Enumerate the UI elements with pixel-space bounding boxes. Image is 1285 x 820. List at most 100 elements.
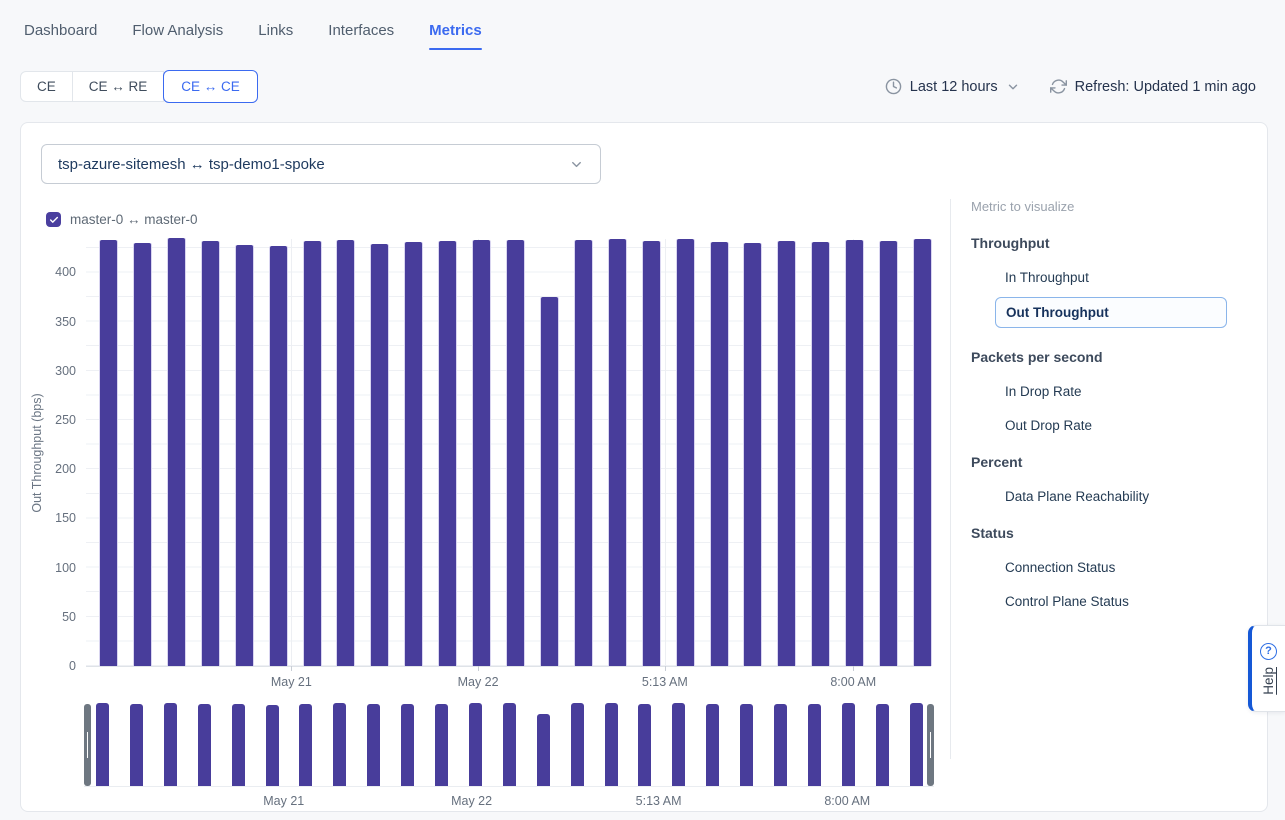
brush-bar bbox=[570, 703, 584, 786]
brush-bar bbox=[401, 703, 415, 786]
link-pair-select[interactable]: tsp-azure-sitemesh ↔ tsp-demo1-spoke bbox=[41, 144, 601, 184]
bar bbox=[676, 239, 694, 666]
bar bbox=[473, 240, 491, 666]
y-tick-label: 0 bbox=[69, 659, 76, 673]
bar bbox=[133, 242, 151, 666]
bar bbox=[201, 241, 219, 666]
metric-item-out-throughput[interactable]: Out Throughput bbox=[995, 297, 1227, 328]
brush-bar bbox=[163, 703, 177, 786]
x-tick-label: May 21 bbox=[270, 675, 312, 689]
chevron-down-icon bbox=[1006, 80, 1020, 94]
y-tick-label: 350 bbox=[55, 314, 76, 329]
brush-bar bbox=[197, 703, 211, 786]
brush-x-tick-label: 8:00 AM bbox=[824, 794, 871, 808]
x-tick-label: 5:13 AM bbox=[641, 675, 688, 689]
bar bbox=[778, 241, 796, 666]
brush-bar bbox=[299, 703, 313, 786]
checkbox-checked-icon[interactable] bbox=[46, 212, 61, 227]
metric-item-in-drop-rate[interactable]: In Drop Rate bbox=[1005, 384, 1082, 399]
brush-bar bbox=[231, 704, 245, 786]
brush-bar bbox=[468, 703, 482, 786]
bar bbox=[642, 241, 660, 666]
y-tick-label: 150 bbox=[55, 511, 76, 526]
y-tick-label: 50 bbox=[62, 609, 76, 624]
refresh-button[interactable]: Refresh: Updated 1 min ago bbox=[1049, 78, 1256, 95]
brush-bar bbox=[129, 704, 143, 786]
brush-bar bbox=[706, 703, 720, 786]
metric-panel-title: Metric to visualize bbox=[971, 199, 1075, 214]
help-label: Help bbox=[1261, 666, 1276, 695]
bar bbox=[235, 244, 253, 666]
metric-item-out-drop-rate[interactable]: Out Drop Rate bbox=[1005, 418, 1093, 433]
metric-group-percent: Percent bbox=[971, 454, 1023, 470]
brush-x-tick-label: May 21 bbox=[263, 794, 305, 808]
metric-item-connection-status[interactable]: Connection Status bbox=[1005, 560, 1116, 575]
bar bbox=[574, 240, 592, 666]
bar bbox=[608, 239, 626, 666]
metric-item-data-plane-reachability[interactable]: Data Plane Reachability bbox=[1005, 489, 1150, 504]
bar bbox=[744, 242, 762, 666]
vertical-gridline bbox=[664, 239, 666, 666]
y-tick-label: 100 bbox=[55, 560, 76, 575]
bar bbox=[507, 240, 525, 666]
brush-bar bbox=[638, 703, 652, 786]
brush-bar bbox=[807, 703, 821, 786]
bar bbox=[812, 241, 830, 666]
question-circle-icon bbox=[1260, 642, 1277, 660]
y-tick-label: 200 bbox=[55, 462, 76, 477]
bar bbox=[846, 240, 864, 666]
brush-bar bbox=[909, 703, 923, 786]
view-tab-ce-ce[interactable]: CE ↔ CE bbox=[163, 70, 258, 103]
refresh-icon bbox=[1049, 78, 1067, 95]
bar bbox=[405, 241, 423, 666]
y-axis-title: Out Throughput (bps) bbox=[30, 392, 44, 513]
x-tick-label: 8:00 AM bbox=[830, 675, 877, 689]
x-tick-mark bbox=[853, 666, 855, 671]
metric-group-packets-per-second: Packets per second bbox=[971, 349, 1103, 365]
x-tick-label: May 22 bbox=[457, 675, 499, 689]
bar bbox=[100, 240, 117, 666]
vertical-gridline bbox=[291, 239, 293, 666]
bar bbox=[914, 239, 932, 666]
brush-handle-left[interactable] bbox=[84, 704, 91, 786]
brush-bar bbox=[841, 703, 855, 786]
bar bbox=[303, 241, 321, 666]
series-legend-toggle[interactable]: master-0 ↔ master-0 bbox=[46, 212, 198, 227]
throughput-bar-chart: Out Throughput (bps) 0 50 100 150 200 250 300 3… bbox=[30, 238, 932, 689]
bar bbox=[167, 238, 185, 666]
brush-handle-right[interactable] bbox=[927, 704, 934, 786]
metric-item-in-throughput[interactable]: In Throughput bbox=[1005, 270, 1089, 285]
chevron-down-icon bbox=[569, 157, 584, 172]
brush-bar bbox=[875, 703, 889, 786]
bar bbox=[540, 297, 558, 666]
link-pair-select-value: tsp-azure-sitemesh ↔ tsp-demo1-spoke bbox=[58, 155, 325, 173]
help-button[interactable]: Help bbox=[1248, 625, 1285, 712]
top-navigation: Dashboard Flow Analysis Links Interfaces Met… bbox=[24, 22, 482, 50]
brush-bar bbox=[740, 704, 754, 786]
view-tab-ce-re[interactable]: CE ↔ RE bbox=[71, 71, 165, 102]
bar bbox=[337, 240, 355, 666]
brush-x-tick-label: May 22 bbox=[451, 794, 493, 808]
metric-picker-panel: Metric to visualize Throughput In Through… bbox=[950, 199, 1269, 759]
nav-item-flow-analysis[interactable]: Flow Analysis bbox=[132, 22, 224, 39]
chart-brush[interactable]: May 21 May 22 5:13 AM 8:00 AM bbox=[84, 703, 934, 808]
y-tick-label: 250 bbox=[55, 413, 76, 428]
series-legend-label: master-0 ↔ master-0 bbox=[70, 212, 198, 227]
bar bbox=[371, 243, 389, 666]
nav-item-metrics[interactable]: Metrics bbox=[429, 22, 482, 50]
time-range-selector[interactable]: Last 12 hours bbox=[885, 78, 1020, 95]
refresh-status-label: Refresh: Updated 1 min ago bbox=[1074, 78, 1256, 95]
brush-bar bbox=[672, 703, 686, 786]
brush-bar bbox=[96, 703, 109, 786]
nav-item-dashboard[interactable]: Dashboard bbox=[24, 22, 98, 39]
brush-bar bbox=[435, 703, 448, 786]
brush-bar bbox=[265, 704, 279, 786]
metric-item-control-plane-status[interactable]: Control Plane Status bbox=[1005, 594, 1129, 609]
view-tab-ce[interactable]: CE bbox=[20, 71, 73, 102]
x-tick-mark bbox=[291, 666, 293, 671]
brush-bar bbox=[502, 703, 516, 786]
y-tick-label: 300 bbox=[55, 363, 76, 378]
nav-item-links[interactable]: Links bbox=[258, 22, 294, 39]
x-tick-mark bbox=[478, 666, 480, 671]
nav-item-interfaces[interactable]: Interfaces bbox=[328, 22, 395, 39]
